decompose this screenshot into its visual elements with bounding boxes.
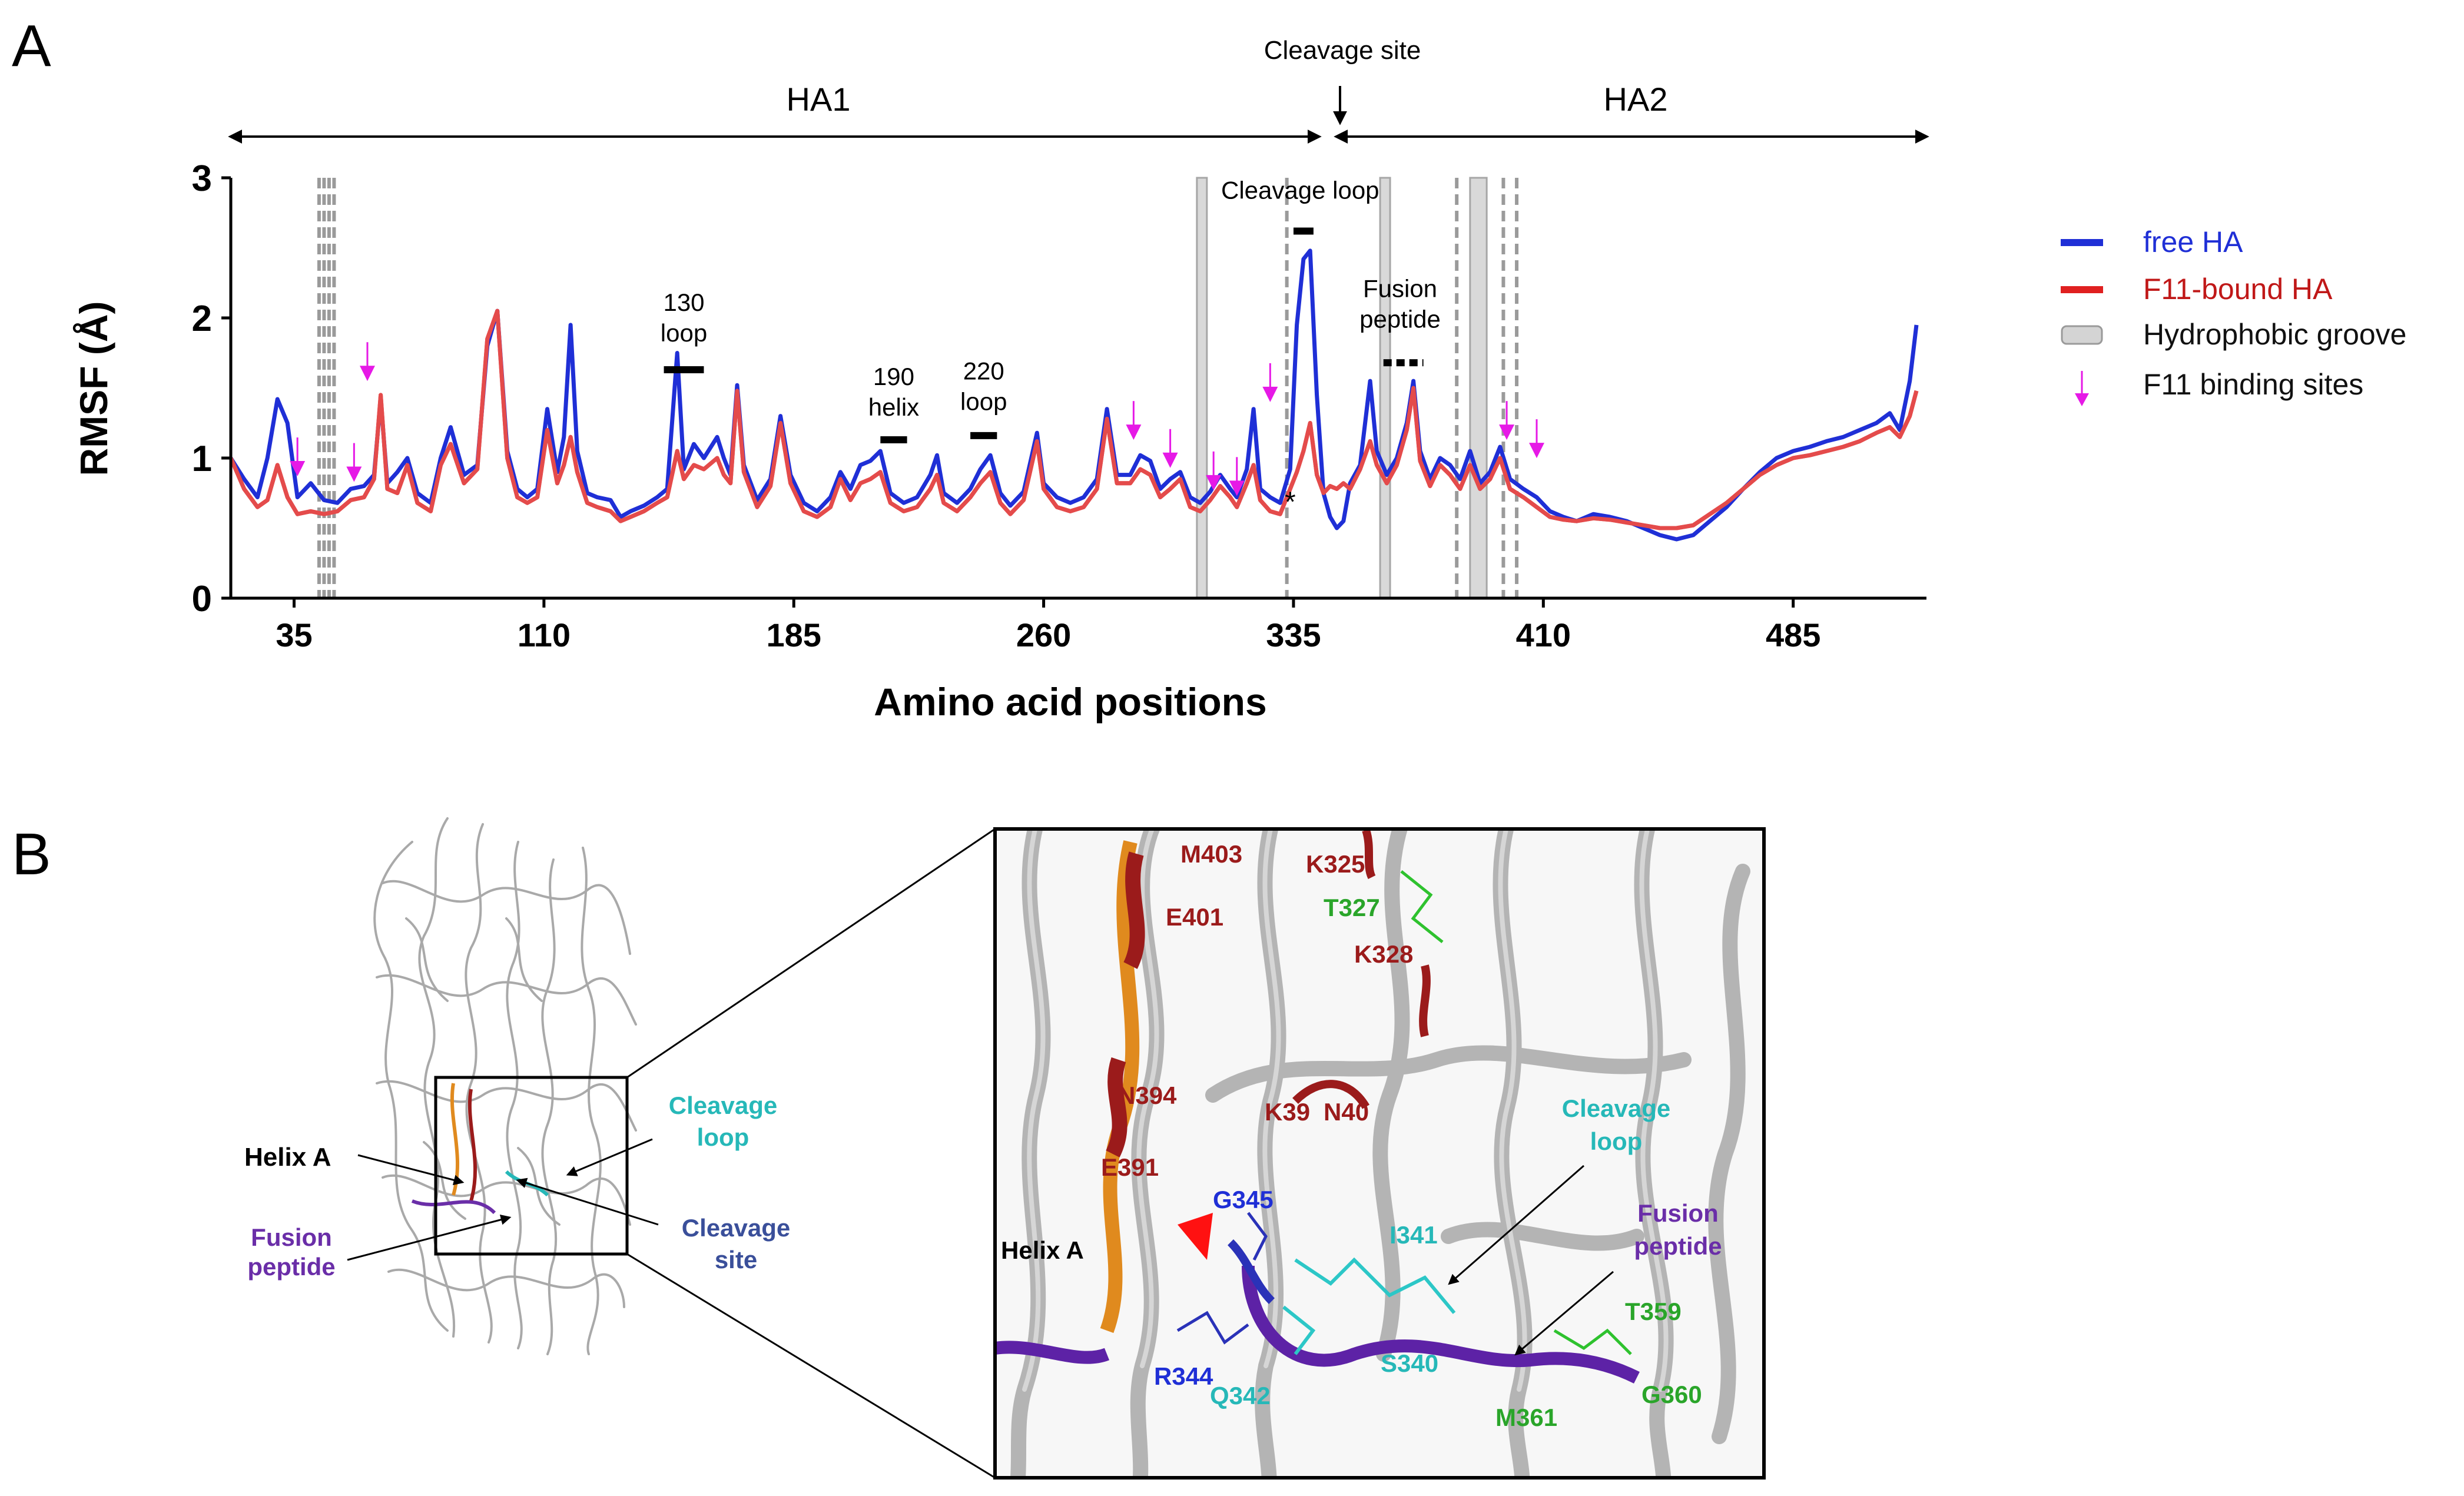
x-tick-label: 185 (767, 616, 821, 654)
y-axis-label: RMSF (Å) (72, 301, 115, 476)
zoom-detail-frame (993, 827, 1766, 1480)
fusion-peptide-label-left: Fusion peptide (247, 1223, 335, 1281)
residue-label: K325 (1306, 850, 1365, 878)
x-tick-label: 110 (518, 616, 571, 654)
binding-arrow (1162, 429, 1178, 468)
cleavage-site-pointer (516, 1177, 659, 1226)
binding-arrow (1528, 419, 1544, 459)
annotation-label: Fusion peptide (1359, 274, 1441, 333)
f11-binding-arrows: * (290, 342, 1544, 518)
residue-label: Q342 (1210, 1382, 1271, 1409)
cleavage-loop-label-left: Cleavage loop (669, 1092, 777, 1151)
residue-label: K39 (1265, 1098, 1310, 1126)
fusion-peptide-pointer (347, 1214, 512, 1261)
residue-label: Fusion peptide (1634, 1199, 1722, 1260)
helix-a-label-left: Helix A (244, 1143, 331, 1172)
residue-label: N394 (1117, 1082, 1177, 1109)
legend-swatch-groove (2061, 325, 2103, 345)
residue-label: Helix A (1001, 1236, 1084, 1264)
series-line-bound-top (228, 309, 1919, 530)
hydrophobic-groove-bands (1196, 177, 1488, 599)
residue-label: T327 (1324, 894, 1380, 921)
legend-label-bound: F11-bound HA (2143, 273, 2333, 306)
x-tick-label: 410 (1516, 616, 1571, 654)
binding-arrow (1262, 363, 1278, 402)
residue-label: T359 (1625, 1298, 1682, 1325)
ha-trimer-structure (373, 817, 637, 1355)
ha-header: HA1 HA2 Cleavage site (228, 36, 1929, 144)
zoom-source-box (434, 1076, 629, 1256)
cleavage-site-label-left: Cleavage site (682, 1214, 790, 1273)
binding-arrow (1206, 451, 1222, 490)
x-ticks: 35 110 185 260 335 410 485 (276, 598, 1820, 654)
groove-band (1379, 177, 1391, 599)
binding-arrow (1126, 401, 1142, 440)
annotation-label: Cleavage loop (1221, 177, 1379, 204)
legend-label-groove: Hydrophobic groove (2143, 318, 2407, 351)
binding-arrow (1499, 401, 1515, 440)
legend-label-free: free HA (2143, 225, 2243, 258)
cleavage-site-marker (1178, 1213, 1213, 1260)
panel-label-a: A (12, 13, 51, 79)
series-line-f11-bound-ha (228, 309, 1919, 530)
x-tick-label: 35 (276, 616, 312, 654)
residue-label: K328 (1354, 940, 1413, 968)
residue-label: R344 (1154, 1362, 1213, 1390)
residue-label: E401 (1166, 903, 1223, 931)
zoom-connector-bottom (626, 1253, 996, 1479)
x-tick-label: 485 (1766, 616, 1820, 654)
residue-label: M403 (1180, 840, 1242, 868)
annotation-label: 220 loop (960, 357, 1007, 416)
binding-arrow (359, 342, 375, 382)
residue-label: G360 (1641, 1381, 1702, 1408)
y-tick-label: 1 (192, 439, 212, 479)
residue-label: G345 (1213, 1186, 1274, 1213)
cleavage-loop-pointer (566, 1138, 653, 1176)
residue-label: M361 (1495, 1404, 1557, 1431)
binding-arrow (1229, 457, 1245, 496)
legend-label-binding: F11 binding sites (2143, 368, 2363, 401)
residue-label: I341 (1389, 1221, 1438, 1249)
binding-arrow (346, 443, 362, 482)
residue-label: S340 (1381, 1349, 1438, 1377)
legend-arrow-icon (2075, 393, 2089, 406)
ha-highlight-segments (411, 1083, 549, 1215)
x-tick-label: 260 (1016, 616, 1071, 654)
zoom-residue-labels: M403 E401 K325 T327 K328 N394 K39 N40 E391 G345 I3… (1001, 840, 1722, 1431)
binding-arrow (290, 437, 306, 477)
residue-label: Cleavage loop (1562, 1094, 1670, 1155)
dashed-markers (317, 178, 1519, 598)
y-tick-label: 2 (192, 298, 212, 339)
annotation-label: 130 loop (661, 288, 707, 347)
residue-label: N40 (1324, 1098, 1369, 1126)
legend: free HA F11-bound HA Hydrophobic groove … (2061, 225, 2407, 406)
zoom-detail (995, 829, 1764, 1478)
groove-band (1196, 177, 1208, 599)
helix-a-pointer (357, 1154, 465, 1186)
residue-label: E391 (1101, 1153, 1159, 1181)
y-tick-label: 0 (192, 579, 212, 619)
rmsf-lines (228, 248, 1919, 542)
y-ticks: 0 1 2 3 (192, 158, 231, 619)
x-axis-label: Amino acid positions (874, 680, 1266, 724)
asterisk-marker: * (1285, 486, 1296, 518)
annotation-label: 190 helix (868, 363, 919, 421)
panel-label-b: B (12, 821, 51, 887)
ha2-label: HA2 (1604, 81, 1668, 118)
groove-band (1469, 177, 1488, 599)
y-tick-label: 3 (192, 158, 212, 199)
region-annotations: Cleavage loop Fusion peptide 130 loop 190 heli… (661, 177, 1441, 444)
x-tick-label: 335 (1266, 616, 1321, 654)
zoom-connector-top (626, 828, 996, 1079)
ha1-label: HA1 (787, 81, 851, 118)
cleavage-site-header: Cleavage site (1264, 36, 1421, 65)
